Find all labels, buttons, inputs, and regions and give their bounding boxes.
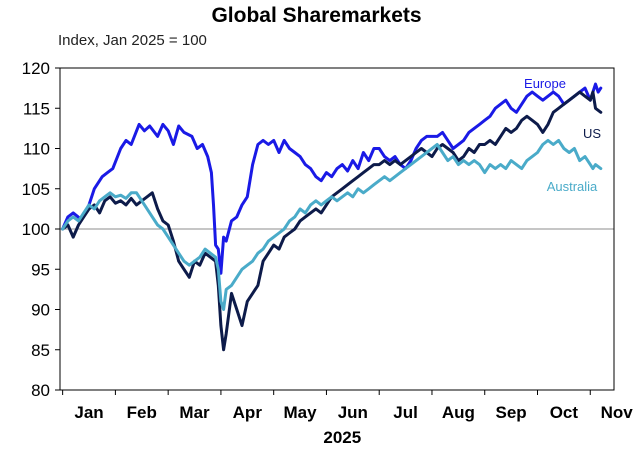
x-tick-label: Apr <box>233 403 263 422</box>
y-tick-label: 95 <box>31 260 50 279</box>
x-tick-label: May <box>284 403 318 422</box>
x-tick-label: Jul <box>393 403 418 422</box>
y-tick-label: 110 <box>23 140 50 159</box>
y-tick-label: 115 <box>23 99 50 118</box>
y-tick-label: 85 <box>31 341 50 360</box>
series-label-europe: Europe <box>524 76 566 91</box>
chart-subtitle: Index, Jan 2025 = 100 <box>58 32 207 49</box>
series-line-us <box>61 90 603 352</box>
y-tick-label: 90 <box>31 301 50 320</box>
series-label-australia: Australia <box>547 179 598 194</box>
x-tick-label: Mar <box>179 403 210 422</box>
x-tick-label: Feb <box>127 403 157 422</box>
y-tick-label: 100 <box>22 220 50 239</box>
x-tick-label: Sep <box>496 403 527 422</box>
x-tick-label: Jun <box>338 403 368 422</box>
series-label-us: US <box>583 126 601 141</box>
series-layer <box>61 82 603 352</box>
chart-title: Global Sharemarkets <box>211 4 422 27</box>
x-tick-label: Aug <box>442 403 475 422</box>
x-tick-label: Nov <box>601 403 633 422</box>
y-tick-label: 105 <box>22 180 50 199</box>
series-line-australia <box>61 138 603 311</box>
y-tick-label: 120 <box>22 59 50 78</box>
axes: 120 115 110 105 100 95 90 85 80 Jan Feb Mar Apr May Ju… <box>22 59 633 447</box>
x-axis-year-label: 2025 <box>323 428 361 447</box>
x-tick-label: Oct <box>550 403 579 422</box>
y-tick-label: 80 <box>31 381 50 400</box>
series-line-europe <box>61 82 603 275</box>
x-tick-label: Jan <box>74 403 103 422</box>
series-labels: Europe US Australia <box>524 76 601 194</box>
